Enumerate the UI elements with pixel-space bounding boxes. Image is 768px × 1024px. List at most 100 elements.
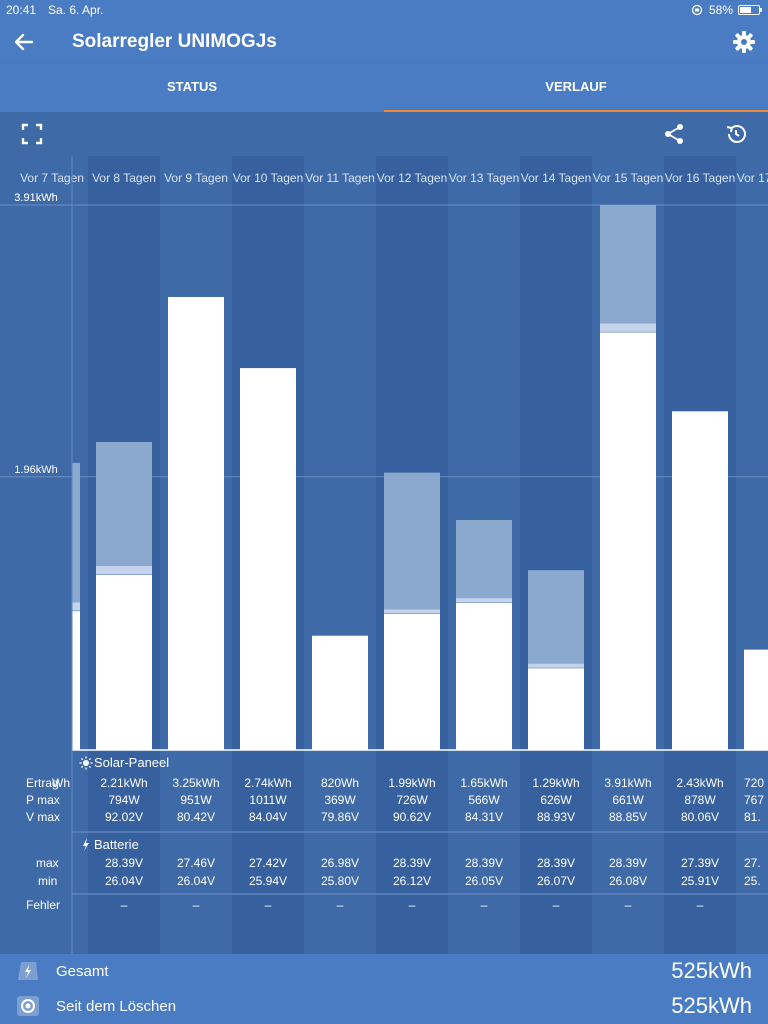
row-label-fehler: Fehler	[26, 898, 60, 912]
bar-segment-main[interactable]	[672, 411, 728, 750]
tab-status[interactable]: STATUS	[166, 79, 218, 94]
table-cell-pmax: 1011W	[249, 793, 287, 807]
table-cell-ertrag: 2.21kWh	[100, 776, 147, 790]
totals-footer: Gesamt 525kWh Seit dem Löschen 525kWh	[0, 954, 768, 1024]
bar-segment-top[interactable]	[528, 570, 584, 664]
table-cell-ertrag: 1.65kWh	[460, 776, 507, 790]
bar-segment-mid[interactable]	[384, 609, 440, 614]
category-label: Vor 15 Tagen	[593, 171, 664, 185]
table-cell-batt-min: 26.07V	[537, 874, 575, 888]
bolt-icon	[83, 838, 89, 851]
bar-segment-main[interactable]	[744, 649, 768, 750]
tab-verlauf[interactable]: VERLAUF	[384, 64, 768, 112]
fullscreen-icon[interactable]	[20, 122, 44, 146]
bar-segment-mid[interactable]	[528, 663, 584, 668]
rotation-lock-icon	[691, 4, 703, 16]
table-cell-pmax: 767	[744, 793, 764, 807]
table-cell-pmax: 878W	[684, 793, 716, 807]
table-cell-ertrag: 1.29kWh	[532, 776, 579, 790]
bar-segment-main[interactable]	[528, 667, 584, 750]
page-title: Solarregler UNIMOGJs	[72, 31, 277, 52]
category-label: Vor 7 Tagen	[20, 171, 84, 185]
table-cell-pmax: 794W	[108, 793, 140, 807]
table-cell-batt-min: 26.05V	[465, 874, 503, 888]
table-cell-vmax: 81.	[744, 810, 761, 824]
table-cell-pmax: 626W	[540, 793, 572, 807]
arrow-left-icon[interactable]	[10, 28, 38, 56]
status-bar: 20:41 Sa. 6. Apr. 58%	[0, 0, 768, 20]
solar-bolt-icon	[18, 962, 38, 980]
tab-bar: STATUS VERLAUF	[0, 64, 768, 112]
table-cell-batt-min: 25.80V	[321, 874, 359, 888]
table-cell-vmax: 79.86V	[321, 810, 359, 824]
bar-segment-main[interactable]	[168, 296, 224, 750]
table-cell-batt-min: 25.94V	[249, 874, 287, 888]
day-column-band	[520, 156, 592, 954]
table-cell-fehler: –	[409, 898, 416, 912]
app-bar: Solarregler UNIMOGJs	[0, 20, 768, 64]
row-label-max: max	[36, 856, 59, 870]
table-cell-batt-max: 28.39V	[465, 856, 503, 870]
bar-segment-main[interactable]	[600, 331, 656, 750]
table-cell-vmax: 80.06V	[681, 810, 719, 824]
day-column-band	[736, 156, 768, 954]
gear-icon[interactable]	[730, 28, 758, 56]
battery-percent: 58%	[708, 3, 733, 17]
battery-icon	[738, 5, 762, 15]
table-cell-fehler: –	[193, 898, 200, 912]
category-label: Vor 17 Tagen	[737, 171, 768, 185]
solar-panel-header: Solar-Paneel	[94, 755, 169, 770]
bar-segment-top[interactable]	[600, 205, 656, 324]
table-cell-vmax: 90.62V	[393, 810, 431, 824]
reset-label: Seit dem Löschen	[56, 998, 177, 1015]
history-chart[interactable]: 3.91kWh 1.96kWh Vor 7 Tagen Vor 8 Tagen Vor …	[0, 156, 768, 954]
bar-segment-mid[interactable]	[600, 323, 656, 332]
table-cell-fehler: –	[265, 898, 272, 912]
table-cell-batt-max: 27.39V	[681, 856, 719, 870]
table-cell-vmax: 88.85V	[609, 810, 647, 824]
bar-segment-main[interactable]	[312, 635, 368, 750]
row-label-vmax: V max	[26, 810, 60, 824]
bar-segment-main[interactable]	[384, 613, 440, 750]
table-cell-ertrag: 720	[744, 776, 764, 790]
table-cell-fehler: –	[697, 898, 704, 912]
bar-segment-top[interactable]	[384, 472, 440, 610]
table-cell-batt-max: 28.39V	[105, 856, 143, 870]
category-label: Vor 11 Tagen	[305, 171, 375, 185]
table-cell-ertrag: 2.43kWh	[676, 776, 723, 790]
reset-row: Seit dem Löschen 525kWh	[0, 989, 768, 1024]
history-chart-area: 3.91kWh 1.96kWh Vor 7 Tagen Vor 8 Tagen Vor …	[0, 156, 768, 954]
bar-segment-main[interactable]	[456, 602, 512, 750]
status-time: 20:41	[6, 3, 37, 17]
table-cell-vmax: 88.93V	[537, 810, 575, 824]
table-cell-pmax: 661W	[612, 793, 644, 807]
table-cell-fehler: –	[337, 898, 344, 912]
category-label: Vor 16 Tagen	[665, 171, 736, 185]
table-cell-batt-max: 28.39V	[537, 856, 575, 870]
reset-target-icon	[17, 996, 39, 1016]
bar-segment-mid[interactable]	[456, 598, 512, 603]
table-cell-vmax: 92.02V	[105, 810, 143, 824]
battery-header: Batterie	[94, 837, 139, 852]
category-label: Vor 12 Tagen	[377, 171, 448, 185]
y-tick-label: 1.96kWh	[14, 464, 57, 476]
bar-segment-top[interactable]	[96, 441, 152, 567]
history-icon[interactable]	[724, 122, 748, 146]
table-cell-ertrag: 3.91kWh	[604, 776, 651, 790]
bar-segment-mid[interactable]	[96, 566, 152, 575]
table-cell-batt-min: 26.04V	[105, 874, 143, 888]
table-cell-batt-max: 28.39V	[609, 856, 647, 870]
table-cell-ertrag: 820Wh	[321, 776, 359, 790]
bar-segment-main[interactable]	[240, 368, 296, 750]
table-cell-vmax: 84.04V	[249, 810, 287, 824]
row-label-min: min	[38, 874, 57, 888]
share-icon[interactable]	[662, 122, 686, 146]
bar-segment-main[interactable]	[96, 574, 152, 750]
total-value: 525kWh	[671, 958, 752, 983]
day-column-band	[304, 156, 376, 954]
table-cell-fehler: –	[625, 898, 632, 912]
table-cell-fehler: –	[121, 898, 128, 912]
total-row: Gesamt 525kWh	[0, 954, 768, 989]
table-cell-ertrag: Wh	[52, 776, 70, 790]
bar-segment-top[interactable]	[456, 520, 512, 599]
